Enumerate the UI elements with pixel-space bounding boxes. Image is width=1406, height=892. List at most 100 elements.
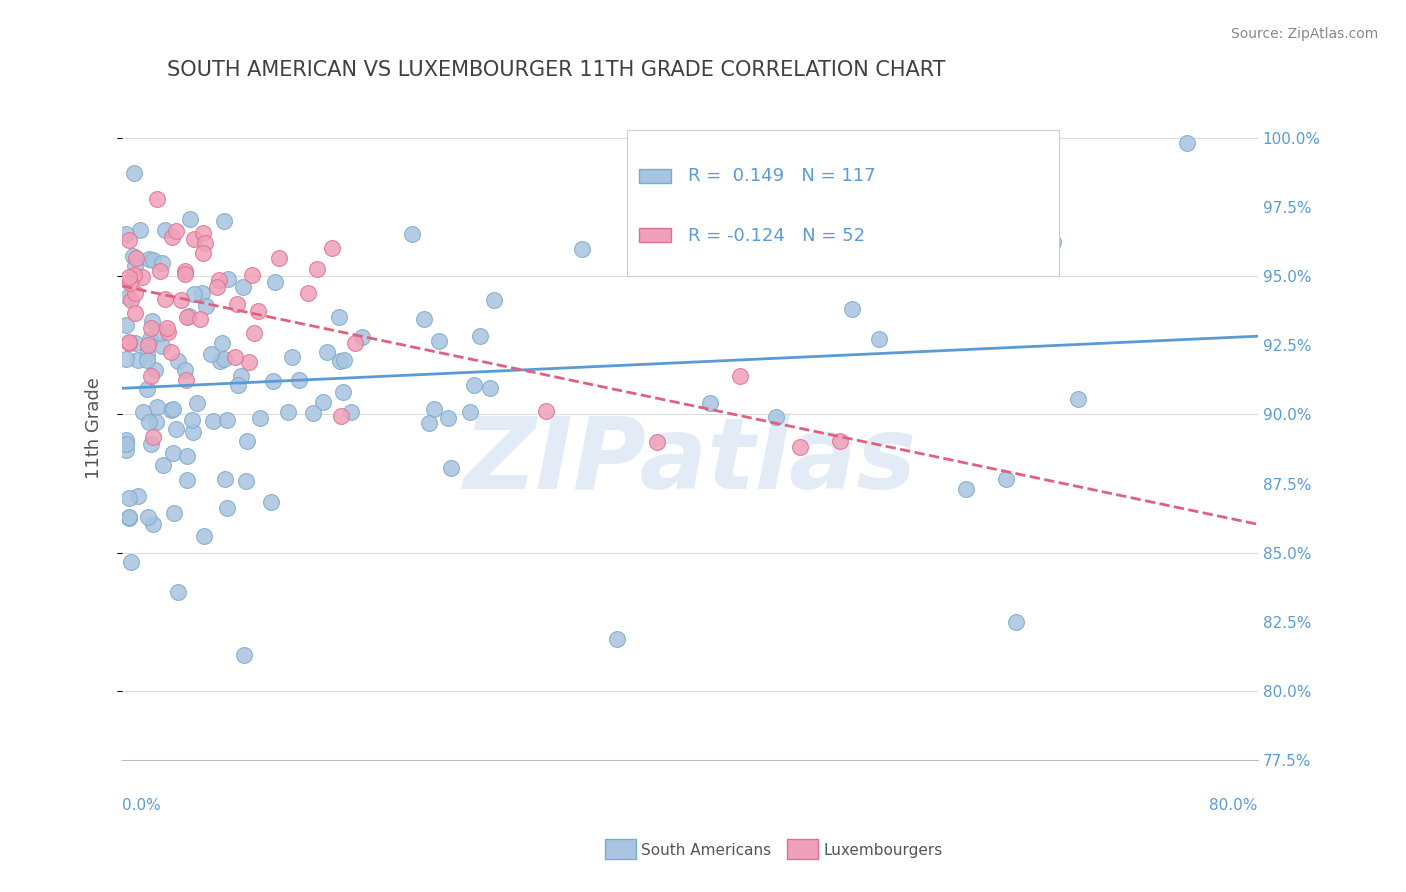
Point	[117, 491, 139, 505]
Point	[423, 401, 446, 416]
Point	[214, 214, 236, 228]
Point	[127, 352, 149, 367]
Point	[193, 246, 215, 260]
Point	[143, 362, 166, 376]
Point	[167, 585, 190, 599]
Point	[789, 440, 811, 454]
Point	[129, 223, 152, 237]
Bar	[627, 129, 1059, 276]
Point	[142, 253, 165, 268]
Point	[246, 304, 269, 318]
Point	[412, 311, 434, 326]
Point	[141, 314, 163, 328]
Text: R = -0.124   N = 52: R = -0.124 N = 52	[688, 227, 865, 244]
Point	[329, 354, 352, 368]
Point	[138, 252, 160, 267]
Point	[269, 251, 291, 265]
Text: 0.0%: 0.0%	[122, 797, 160, 813]
Point	[176, 310, 198, 324]
Point	[277, 405, 299, 419]
Point	[482, 293, 505, 307]
Text: Luxembourgers: Luxembourgers	[824, 843, 943, 857]
Point	[201, 414, 224, 428]
Text: R =  0.149   N = 117: R = 0.149 N = 117	[688, 167, 876, 185]
Point	[118, 335, 141, 350]
Point	[264, 275, 287, 289]
Point	[534, 404, 557, 418]
Point	[350, 330, 373, 344]
Point	[340, 405, 363, 419]
Point	[124, 306, 146, 320]
Y-axis label: 11th Grade: 11th Grade	[86, 377, 103, 479]
Point	[156, 321, 179, 335]
Point	[1066, 392, 1088, 407]
Point	[209, 354, 232, 368]
Point	[606, 632, 628, 646]
Point	[136, 353, 159, 368]
Point	[302, 406, 325, 420]
Point	[188, 311, 211, 326]
Point	[332, 353, 354, 368]
Point	[183, 425, 205, 439]
Point	[470, 329, 492, 343]
Point	[118, 334, 141, 349]
Point	[281, 350, 304, 364]
Point	[211, 335, 233, 350]
Point	[208, 272, 231, 286]
Point	[699, 396, 721, 410]
Point	[668, 232, 690, 246]
Point	[316, 344, 339, 359]
Point	[122, 268, 145, 282]
Point	[418, 416, 440, 430]
Text: SOUTH AMERICAN VS LUXEMBOURGER 11TH GRADE CORRELATION CHART: SOUTH AMERICAN VS LUXEMBOURGER 11TH GRAD…	[167, 60, 946, 79]
Point	[1042, 235, 1064, 249]
Point	[479, 381, 502, 395]
Point	[115, 227, 138, 241]
Point	[226, 378, 249, 392]
Point	[117, 290, 139, 304]
Point	[176, 473, 198, 487]
Point	[131, 405, 153, 419]
Point	[149, 264, 172, 278]
Point	[332, 385, 354, 400]
Point	[190, 286, 212, 301]
Point	[162, 402, 184, 417]
Point	[401, 227, 423, 241]
Point	[146, 400, 169, 414]
Point	[118, 510, 141, 524]
Point	[124, 259, 146, 273]
Point	[138, 338, 160, 352]
Point	[186, 396, 208, 410]
Point	[115, 351, 138, 366]
Point	[152, 458, 174, 473]
Point	[427, 334, 450, 348]
Point	[194, 299, 217, 313]
Point	[142, 516, 165, 531]
Point	[136, 347, 159, 361]
Point	[135, 382, 157, 396]
Point	[668, 136, 690, 150]
Point	[288, 373, 311, 387]
Point	[830, 434, 852, 449]
Point	[120, 555, 142, 569]
Point	[122, 249, 145, 263]
Point	[139, 437, 162, 451]
Point	[165, 224, 187, 238]
Point	[179, 211, 201, 226]
Point	[205, 280, 228, 294]
Point	[645, 435, 668, 450]
Point	[174, 267, 197, 281]
Point	[868, 333, 890, 347]
Text: ZIPatlas: ZIPatlas	[464, 413, 917, 510]
Point	[841, 301, 863, 316]
Point	[173, 264, 195, 278]
Point	[159, 345, 181, 359]
Point	[243, 326, 266, 340]
Point	[458, 404, 481, 418]
Point	[162, 446, 184, 460]
Point	[312, 395, 335, 409]
Point	[174, 363, 197, 377]
Point	[115, 442, 138, 457]
Text: South Americans: South Americans	[641, 843, 772, 857]
Point	[200, 347, 222, 361]
